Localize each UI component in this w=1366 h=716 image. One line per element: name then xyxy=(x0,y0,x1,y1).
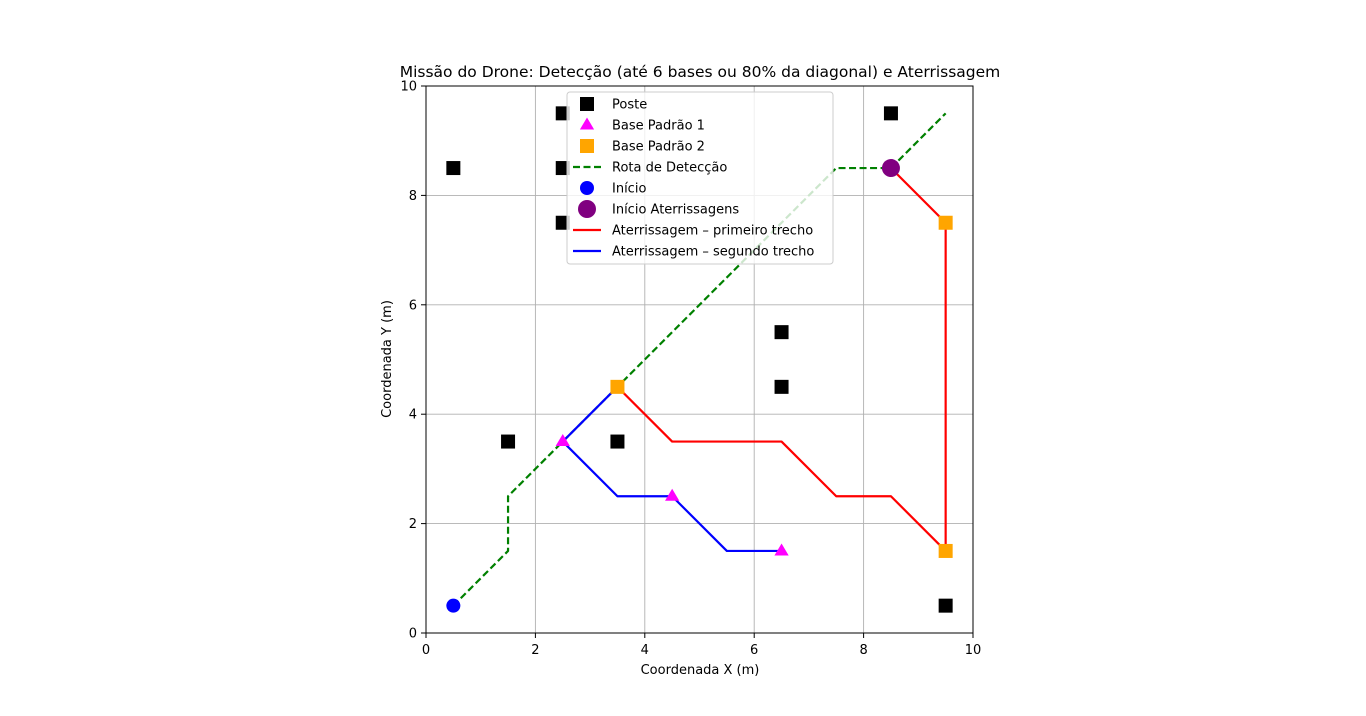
x-tick-label: 8 xyxy=(859,643,867,658)
inicio-marker xyxy=(446,598,461,613)
poste-marker xyxy=(774,325,789,340)
x-tick-label: 10 xyxy=(965,643,982,658)
legend-label-inicio-aterrissagens: Início Aterrissagens xyxy=(612,203,739,218)
y-axis-label: Coordenada Y (m) xyxy=(380,300,395,418)
y-tick-label: 10 xyxy=(400,80,417,95)
legend-label-aterrissagem-primeiro-trecho: Aterrissagem – primeiro trecho xyxy=(612,224,813,239)
legend-handle-inicio-aterrissagens xyxy=(578,200,596,218)
legend-label-base-padrao-1: Base Padrão 1 xyxy=(612,119,705,134)
poste-marker xyxy=(938,598,953,613)
legend-box xyxy=(566,91,834,265)
poste-marker xyxy=(555,161,570,176)
y-tick-label: 6 xyxy=(409,298,417,313)
x-axis-label: Coordenada X (m) xyxy=(641,663,760,678)
plot-frame xyxy=(425,85,974,634)
poste-marker xyxy=(555,106,570,121)
legend-label-inicio: Início xyxy=(612,182,646,197)
legend-label-rota-de-deteccao: Rota de Detecção xyxy=(612,161,727,176)
poste-marker xyxy=(774,379,789,394)
x-tick-label: 6 xyxy=(750,643,758,658)
inicio-aterrissagens-marker xyxy=(881,159,900,178)
x-tick-label: 2 xyxy=(531,643,539,658)
legend-label-base-padrao-2: Base Padrão 2 xyxy=(612,140,705,155)
y-tick-label: 8 xyxy=(409,189,417,204)
legend-handle-poste xyxy=(580,97,594,111)
base-padrao-1-marker xyxy=(774,543,789,556)
aterrissagem-primeiro-trecho-line xyxy=(615,166,947,553)
legend-label-poste: Poste xyxy=(612,98,647,113)
base-padrao-2-marker xyxy=(610,379,625,394)
legend-handle-base-padrao-2 xyxy=(580,139,594,153)
base-padrao-2-marker xyxy=(938,215,953,230)
legend-handle-base-padrao-1 xyxy=(579,117,595,130)
legend-label-aterrissagem-segundo-trecho: Aterrissagem – segundo trecho xyxy=(612,245,814,260)
poste-marker xyxy=(610,434,625,449)
x-tick-label: 4 xyxy=(641,643,649,658)
plot-area xyxy=(446,106,953,613)
legend: Poste Base Padrão 1 Base Padrão 2 Rota de D… xyxy=(566,91,834,265)
x-tick-label: 0 xyxy=(422,643,430,658)
chart-title: Missão do Drone: Detecção (até 6 bases o… xyxy=(400,63,1001,81)
legend-handle-inicio xyxy=(580,181,594,195)
poste-marker xyxy=(883,106,898,121)
poste-marker xyxy=(555,215,570,230)
base-padrao-1-marker xyxy=(555,434,570,447)
base-padrao-1-marker xyxy=(665,488,680,501)
base-padrao-2-marker xyxy=(938,543,953,558)
poste-marker xyxy=(501,434,516,449)
axes: 0 2 4 6 8 10 0 2 4 6 8 10 xyxy=(400,80,981,659)
y-tick-label: 2 xyxy=(409,517,417,532)
y-tick-label: 0 xyxy=(409,627,417,642)
aterrissagem-segundo-trecho-line xyxy=(561,385,783,553)
poste-marker xyxy=(446,161,461,176)
y-tick-label: 4 xyxy=(409,408,417,423)
